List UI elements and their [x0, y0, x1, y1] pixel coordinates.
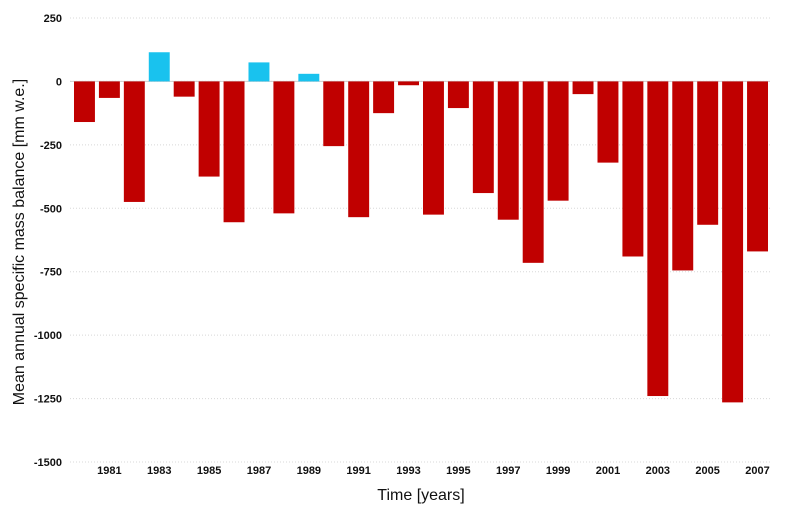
bars-group: [73, 52, 769, 403]
x-tick-label: 1981: [97, 465, 121, 477]
x-axis-label: Time [years]: [377, 487, 464, 504]
x-tick-label: 2007: [745, 465, 769, 477]
x-tick-label: 1989: [297, 465, 321, 477]
bar-1986: [223, 81, 245, 223]
bar-2003: [647, 81, 669, 397]
x-tick-label: 1993: [396, 465, 420, 477]
bar-1981: [98, 81, 120, 98]
bar-2004: [672, 81, 694, 271]
bar-1996: [472, 81, 494, 194]
x-tick-label: 1999: [546, 465, 570, 477]
y-axis-label: Mean annual specific mass balance [mm w.…: [11, 79, 28, 405]
bar-1991: [348, 81, 370, 218]
y-tick-label: -750: [40, 267, 62, 279]
x-tick-label: 1997: [496, 465, 520, 477]
y-tick-label: -1000: [34, 330, 62, 342]
x-tick-label: 1995: [446, 465, 470, 477]
y-tick-labels: 250 0 -250 -500 -750 -1000 -1250 -1500: [34, 13, 62, 469]
bar-1992: [373, 81, 395, 114]
x-tick-label: 1985: [197, 465, 221, 477]
x-tick-label: 1983: [147, 465, 171, 477]
bar-2007: [747, 81, 769, 252]
bar-1999: [547, 81, 569, 201]
bar-1988: [273, 81, 295, 214]
x-tick-label: 2001: [596, 465, 620, 477]
x-tick-label: 2003: [646, 465, 670, 477]
bar-1980: [73, 81, 95, 123]
bar-1983: [148, 52, 170, 82]
bar-1993: [398, 81, 420, 86]
bar-1997: [497, 81, 519, 220]
bar-1987: [248, 62, 270, 82]
bar-1984: [173, 81, 195, 97]
bar-1998: [522, 81, 544, 263]
bar-1994: [422, 81, 444, 215]
y-tick-label: 0: [56, 76, 62, 88]
bar-1990: [323, 81, 345, 147]
y-tick-label: -250: [40, 140, 62, 152]
bar-2006: [722, 81, 744, 403]
y-tick-label: -1500: [34, 457, 62, 469]
bar-1982: [123, 81, 145, 202]
y-tick-label: 250: [44, 13, 62, 25]
y-tick-label: -500: [40, 203, 62, 215]
y-tick-label: -1250: [34, 394, 62, 406]
x-tick-label: 1987: [247, 465, 271, 477]
x-tick-labels: 1981 1983 1985 1987 1989 1991 1993 1995 1997 1999…: [97, 465, 770, 477]
bar-1995: [447, 81, 469, 109]
bar-1989: [298, 73, 320, 82]
x-tick-label: 2005: [695, 465, 719, 477]
bar-2001: [597, 81, 619, 163]
bar-2005: [697, 81, 719, 225]
bar-2002: [622, 81, 644, 257]
x-tick-label: 1991: [346, 465, 370, 477]
bar-1985: [198, 81, 220, 177]
bar-2000: [572, 81, 594, 95]
